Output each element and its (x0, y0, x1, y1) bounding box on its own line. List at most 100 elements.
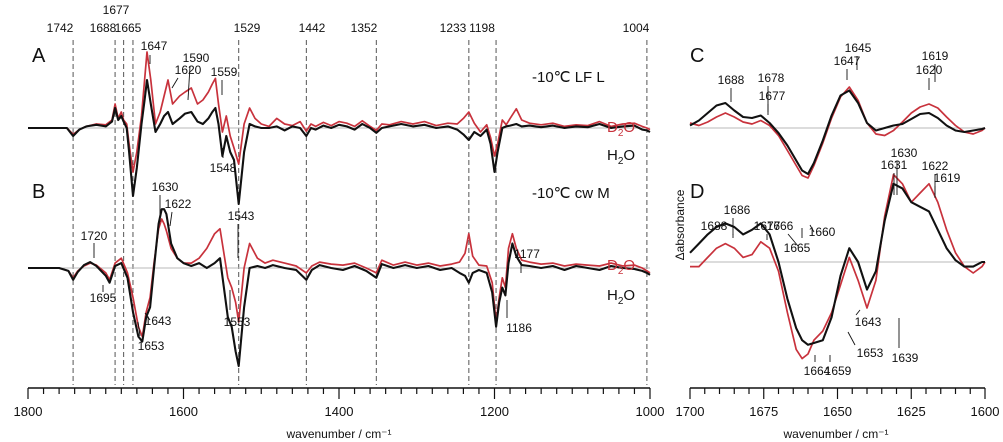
x-tick-label-left-1000: 1000 (636, 404, 665, 419)
spectrum-h2o-c (689, 89, 986, 176)
reference-label-1198: 1198 (469, 21, 495, 35)
peak-annotation-group: 1647162015901559154817201695164316531630… (81, 39, 961, 378)
peak-label-r1-1686: 1686 (724, 203, 751, 217)
peak-leader-l1-1622 (169, 211, 173, 227)
peak-label-l1-1643: 1643 (145, 314, 172, 328)
peak-label-l0-1620: 1620 (175, 63, 202, 77)
legend-h2o-a-main: H (607, 147, 618, 164)
x-axis-label-left: wavenumber / cm⁻¹ (285, 427, 391, 441)
peak-label-r1-1665: 1665 (784, 241, 811, 255)
axes-group: 1800 1600 1400 1200 1000 1700 1675 1650 1625 1600 (14, 387, 1000, 419)
peak-label-l0-1590: 1590 (183, 51, 210, 65)
peak-label-r0-1619: 1619 (922, 49, 949, 63)
peak-leader-l1-1643 (144, 312, 151, 321)
peak-leader-r1-1643 (855, 309, 861, 316)
panel-letter-d: D (690, 181, 704, 203)
panel-letter-c: C (690, 45, 704, 67)
peak-label-r1-1630: 1630 (891, 146, 918, 160)
spectrum-d2o-a (28, 51, 651, 173)
peak-label-r1-1631: 1631 (881, 158, 908, 172)
peak-leader-r1-1660 (809, 224, 815, 233)
peak-label-l1-1553: 1553 (224, 315, 251, 329)
x-tick-label-right-1700: 1700 (676, 404, 705, 419)
peak-label-l1-1186: 1186 (506, 321, 532, 335)
legend-h2o-a: H2O (607, 147, 635, 167)
x-tick-label-right-1675: 1675 (749, 404, 778, 419)
x-tick-label-right-1650: 1650 (823, 404, 852, 419)
legend-d2o-a-end: O (623, 119, 635, 136)
legend-d2o-b: D2O (607, 257, 635, 277)
spectrum-h2o-a (28, 78, 651, 206)
y-axis-label: Δabsorbance (673, 189, 687, 260)
peak-label-l0-1647: 1647 (141, 39, 168, 53)
reference-label-1665: 1665 (115, 21, 142, 35)
reference-label-1688: 1688 (90, 21, 117, 35)
peak-label-l0-1559: 1559 (211, 65, 238, 79)
x-tick-label-left-1800: 1800 (14, 404, 43, 419)
peak-label-r1-1653: 1653 (857, 346, 884, 360)
reference-label-1742: 1742 (47, 21, 74, 35)
peak-label-l1-1720: 1720 (81, 229, 108, 243)
peak-label-r1-1643: 1643 (855, 315, 882, 329)
legend-d2o-a-sub: 2 (618, 128, 624, 139)
peak-label-r1-1666: 1666 (767, 219, 794, 233)
peak-label-r1-1677: 1677 (754, 219, 781, 233)
peak-label-r1-1622: 1622 (922, 159, 949, 173)
legend-h2o-a-end: O (623, 147, 635, 164)
x-tick-label-left-1200: 1200 (480, 404, 509, 419)
x-tick-label-right-1600: 1600 (971, 404, 1000, 419)
peak-label-r0-1688: 1688 (718, 73, 745, 87)
legend-h2o-b-main: H (607, 287, 618, 304)
peak-leader-l0-1620 (171, 77, 179, 89)
condition-a: -10℃ LF L (532, 69, 605, 86)
peak-leader-l0-1590 (187, 65, 191, 101)
x-tick-label-left-1400: 1400 (325, 404, 354, 419)
legend-d2o-b-end: O (623, 257, 635, 274)
reference-label-group: 1742 1688 1677 1665 1529 1442 1352 1233 1198 1004 (47, 3, 650, 35)
legend-d2o-b-main: D (607, 257, 618, 274)
peak-label-l1-1177: 1177 (514, 247, 540, 261)
peak-label-r1-1664: 1664 (804, 364, 831, 378)
peak-label-l1-1622: 1622 (165, 197, 192, 211)
panel-letter-a: A (32, 45, 46, 67)
peak-label-r1-1619: 1619 (934, 171, 961, 185)
legend-d2o-b-sub: 2 (618, 266, 624, 277)
peak-label-r0-1678: 1678 (758, 71, 785, 85)
reference-label-1677: 1677 (103, 3, 130, 17)
reference-line-group (72, 40, 648, 385)
reference-label-1352: 1352 (351, 21, 378, 35)
peak-leader-l1-1653 (137, 321, 141, 337)
peak-label-r0-1620: 1620 (916, 63, 943, 77)
peak-label-r0-1677: 1677 (759, 89, 786, 103)
peak-label-l0-1548: 1548 (210, 161, 237, 175)
legend-h2o-a-sub: 2 (618, 156, 624, 167)
panel-letter-b: B (32, 181, 45, 203)
reference-label-1529: 1529 (234, 21, 261, 35)
peak-label-r1-1659: 1659 (825, 364, 852, 378)
legend-h2o-b-sub: 2 (618, 296, 624, 307)
peak-label-l1-1653: 1653 (138, 339, 165, 353)
legend-h2o-b-end: O (623, 287, 635, 304)
legend-d2o-a: D2O (607, 119, 635, 139)
condition-b: -10℃ cw M (532, 185, 610, 202)
peak-label-r1-1660: 1660 (809, 225, 836, 239)
peak-label-r0-1645: 1645 (845, 41, 872, 55)
legend-d2o-a-main: D (607, 119, 618, 136)
peak-label-l1-1695: 1695 (90, 291, 117, 305)
peak-leader-r1-1653 (847, 331, 856, 346)
spectrum-h2o-d (689, 182, 985, 346)
peak-label-l1-1630: 1630 (152, 180, 179, 194)
reference-label-1004: 1004 (623, 21, 650, 35)
peak-label-r1-1639: 1639 (892, 351, 919, 365)
peak-label-r0-1647: 1647 (834, 54, 861, 68)
x-tick-label-right-1625: 1625 (897, 404, 926, 419)
reference-label-1233: 1233 (440, 21, 467, 35)
legend-h2o-b: H2O (607, 287, 635, 307)
reference-label-1442: 1442 (299, 21, 326, 35)
spectrum-d2o-b (28, 218, 651, 338)
spectrum-h2o-b (28, 208, 651, 368)
peak-label-r1-1688: 1688 (701, 219, 728, 233)
x-axis-label-right: wavenumber / cm⁻¹ (782, 427, 888, 441)
peak-label-l1-1543: 1543 (228, 209, 255, 223)
